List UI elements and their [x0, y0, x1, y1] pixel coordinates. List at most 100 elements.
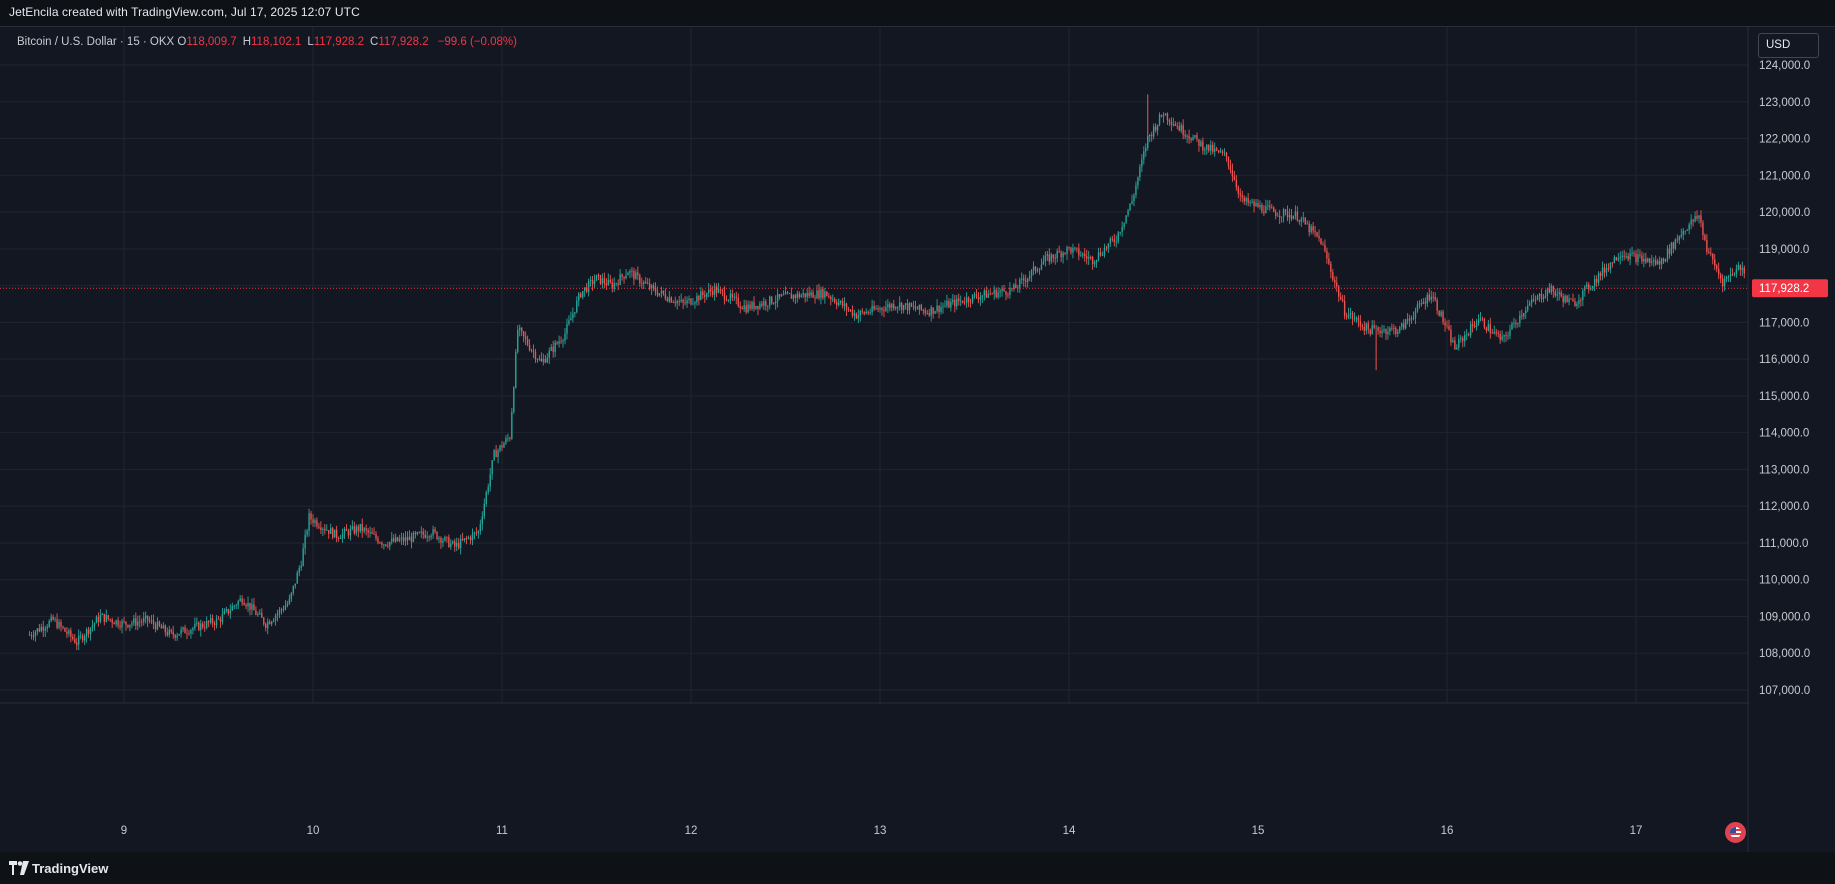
candle-body: [253, 604, 255, 611]
candle-body: [1369, 329, 1371, 335]
candle-body: [1188, 135, 1190, 139]
candle-body: [1532, 299, 1535, 301]
y-tick-label: 108,000.0: [1759, 648, 1810, 660]
candle-body: [617, 283, 619, 285]
candle-body: [1550, 285, 1553, 293]
candle-body: [906, 303, 909, 311]
candle-body: [1239, 193, 1241, 196]
candle-body: [1026, 278, 1029, 282]
candle-body: [1619, 257, 1621, 259]
candle-body: [572, 313, 574, 319]
y-tick-label: 109,000.0: [1759, 611, 1810, 623]
candle-body: [1501, 336, 1503, 340]
candle-body: [849, 309, 852, 311]
candle-body: [619, 274, 621, 285]
candle-body: [162, 625, 165, 629]
candle-body: [66, 631, 68, 634]
candle-body: [963, 302, 966, 304]
candle-body: [452, 541, 454, 544]
candle-body: [1160, 114, 1163, 117]
candle-body: [731, 293, 734, 298]
candle-body: [1377, 327, 1379, 331]
candle-body: [706, 293, 708, 297]
candle-body: [278, 609, 281, 614]
candle-body: [631, 270, 633, 272]
candle-body: [1503, 335, 1505, 337]
candle-body: [802, 293, 804, 296]
candle-body: [81, 635, 84, 641]
y-tick-label: 117,000.0: [1759, 317, 1809, 329]
candle-body: [585, 287, 588, 292]
candle-body: [48, 620, 50, 627]
candle-body: [1219, 151, 1222, 153]
candle-body: [1576, 303, 1578, 307]
candle-body: [497, 450, 499, 458]
candle-body: [178, 634, 180, 636]
candle-body: [967, 297, 970, 302]
candle-body: [1338, 286, 1340, 297]
us-flag-icon[interactable]: [1725, 822, 1746, 843]
candle-body: [666, 298, 669, 302]
candle-body: [1332, 272, 1334, 280]
candle-body: [333, 529, 336, 538]
candle-body: [306, 530, 308, 535]
y-tick-label: 123,000.0: [1759, 97, 1810, 109]
candle-body: [719, 288, 722, 290]
candle-body: [46, 626, 48, 629]
candle-body: [883, 309, 885, 311]
candle-body: [32, 636, 35, 637]
candle-body: [442, 540, 444, 543]
candle-body: [359, 523, 361, 532]
tradingview-logo-icon[interactable]: [9, 861, 29, 875]
candle-body: [999, 290, 1001, 293]
candle-body: [841, 301, 844, 306]
price-chart[interactable]: 107,000.0 108,000.0 109,000.0 110,000.0 111,…: [0, 27, 1835, 852]
candle-body: [1117, 232, 1119, 242]
candle-body: [729, 293, 732, 300]
candle-body: [1245, 198, 1247, 202]
candle-body: [58, 621, 60, 628]
candle-body: [50, 616, 52, 621]
candle-body: [607, 279, 610, 286]
candle-body: [367, 529, 369, 533]
candle-body: [859, 311, 862, 316]
candle-body: [1048, 254, 1051, 262]
candle-body: [83, 636, 86, 641]
brand-name[interactable]: TradingView: [32, 861, 109, 876]
candle-body: [1603, 267, 1606, 273]
candle-body: [483, 503, 485, 517]
y-tick-label: 113,000.0: [1759, 464, 1809, 476]
candle-body: [832, 299, 834, 301]
candle-body: [1678, 236, 1681, 241]
candle-body: [341, 533, 344, 539]
chart-panel[interactable]: 107,000.0 108,000.0 109,000.0 110,000.0 111,…: [0, 26, 1835, 853]
candle-body: [708, 289, 710, 294]
candle-body: [245, 604, 247, 607]
candle-body: [357, 526, 359, 532]
candle-body: [1485, 327, 1488, 331]
candle-body: [223, 611, 226, 615]
candle-body: [1428, 294, 1430, 300]
candle-body: [672, 302, 674, 304]
candle-body: [448, 537, 450, 548]
candle-body: [221, 614, 224, 622]
candle-body: [1645, 258, 1647, 263]
candle-body: [1330, 263, 1332, 273]
candle-body: [304, 534, 306, 549]
currency-button[interactable]: USD: [1758, 33, 1819, 58]
candle-body: [257, 613, 259, 615]
candle-body: [87, 629, 90, 635]
candle-body: [875, 308, 877, 310]
candle-body: [30, 634, 33, 637]
candle-body: [1454, 340, 1456, 350]
candle-body: [769, 296, 771, 306]
candle-body: [503, 443, 505, 448]
candle-body: [670, 297, 673, 303]
candle-body: [1097, 252, 1100, 260]
candle-body: [160, 625, 163, 629]
candle-body: [1515, 322, 1517, 325]
candle-body: [103, 613, 106, 622]
candle-body: [1247, 198, 1249, 203]
candle-body: [985, 290, 988, 298]
candle-body: [1647, 258, 1649, 263]
